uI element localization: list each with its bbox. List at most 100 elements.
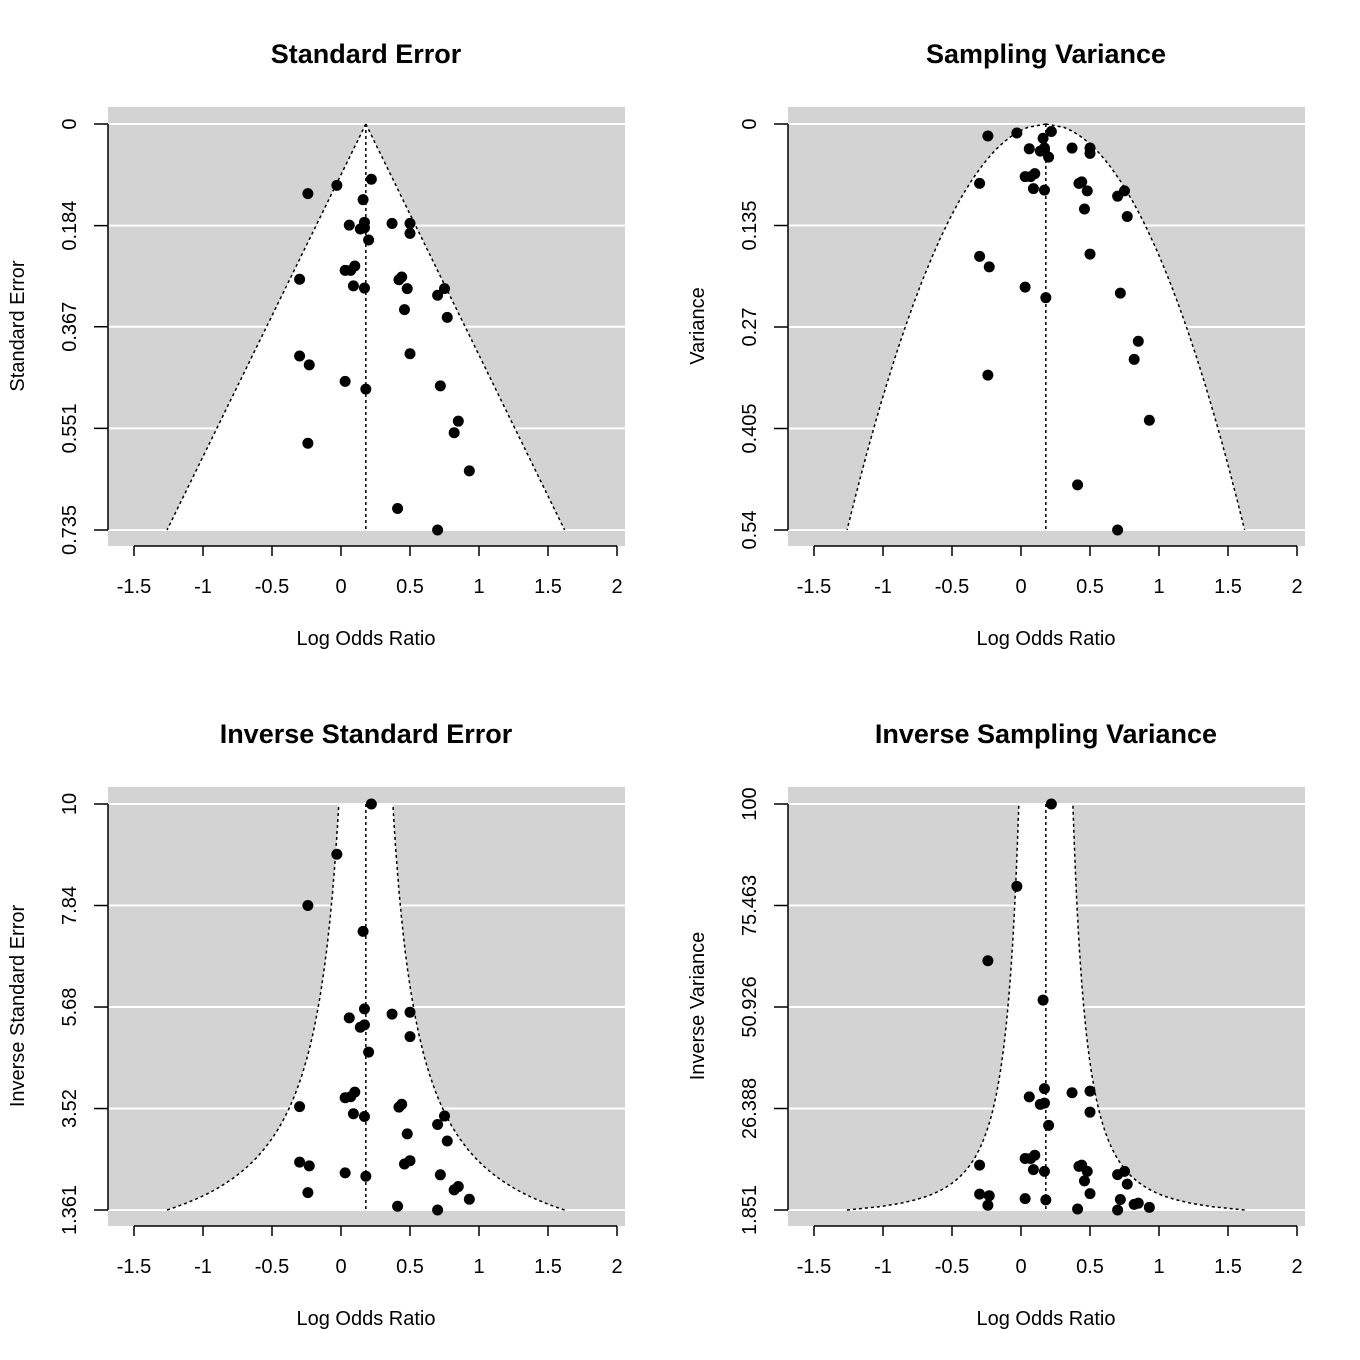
data-point bbox=[1128, 1198, 1140, 1210]
data-point bbox=[294, 1101, 306, 1113]
data-point bbox=[345, 264, 357, 276]
data-point bbox=[1072, 1203, 1084, 1215]
data-point bbox=[1078, 1175, 1090, 1187]
plot-area: -1.5 -1 -0.5 0 0.5 1 1.5 2 1.851 26.388 50.926 75.4… bbox=[739, 787, 1305, 1278]
x-axis-label: Log Odds Ratio bbox=[977, 628, 1116, 650]
data-point bbox=[294, 350, 306, 362]
data-point bbox=[982, 369, 994, 381]
data-point bbox=[441, 1135, 453, 1147]
data-point bbox=[345, 1091, 357, 1103]
data-point bbox=[1027, 183, 1039, 195]
data-point bbox=[392, 1200, 404, 1212]
data-point bbox=[1025, 1153, 1037, 1165]
x-tick-label: 0 bbox=[1015, 576, 1026, 598]
x-tick-label: 1.5 bbox=[534, 1256, 562, 1278]
data-point bbox=[974, 250, 986, 262]
data-point bbox=[448, 427, 460, 439]
y-tick-label: 5.68 bbox=[59, 988, 81, 1027]
data-point bbox=[1084, 1106, 1096, 1118]
data-point bbox=[302, 437, 314, 449]
data-point bbox=[393, 1101, 405, 1113]
data-point bbox=[1037, 132, 1049, 144]
x-tick-label: -1 bbox=[194, 576, 212, 598]
chart-title: Inverse Standard Error bbox=[220, 719, 513, 749]
data-point bbox=[1084, 147, 1096, 159]
data-point bbox=[1073, 1160, 1085, 1172]
data-point bbox=[1045, 126, 1057, 138]
x-axis-label: Log Odds Ratio bbox=[977, 1308, 1116, 1330]
y-tick-label: 0.135 bbox=[739, 200, 761, 250]
panel-inverse-standard-error: Inverse Standard Error Log Odds Ratio In… bbox=[7, 719, 625, 1330]
x-axis-label: Log Odds Ratio bbox=[297, 1308, 436, 1330]
x-tick-label: 1.5 bbox=[1214, 1256, 1242, 1278]
y-tick-label: 1.361 bbox=[59, 1185, 81, 1235]
data-point bbox=[983, 1190, 995, 1202]
x-tick-label: -1.5 bbox=[117, 576, 151, 598]
x-tick-label: 0.5 bbox=[396, 1256, 424, 1278]
data-point bbox=[1023, 143, 1035, 155]
plot-area: -1.5 -1 -0.5 0 0.5 1 1.5 2 0 0.184 0.367 0.551 0.735 bbox=[59, 107, 625, 598]
data-point bbox=[1128, 353, 1140, 365]
x-tick-label: 0 bbox=[1015, 1256, 1026, 1278]
chart-title: Inverse Sampling Variance bbox=[875, 719, 1217, 749]
data-point bbox=[1038, 184, 1050, 196]
x-tick-label: -1 bbox=[874, 1256, 892, 1278]
y-tick-label: 0.27 bbox=[739, 308, 761, 347]
data-point bbox=[1112, 524, 1124, 536]
x-tick-label: 0.5 bbox=[396, 576, 424, 598]
data-point bbox=[294, 273, 306, 285]
data-point bbox=[1066, 1087, 1078, 1099]
data-point bbox=[452, 415, 464, 427]
data-point bbox=[398, 304, 410, 316]
data-point bbox=[1038, 1165, 1050, 1177]
data-point bbox=[439, 283, 450, 295]
x-tick-label: 1 bbox=[473, 576, 484, 598]
data-point bbox=[1027, 1164, 1039, 1176]
data-point bbox=[357, 925, 369, 937]
y-tick-label: 75.463 bbox=[739, 875, 761, 936]
data-point bbox=[1084, 1188, 1096, 1200]
y-tick-label: 3.52 bbox=[59, 1089, 81, 1128]
data-point bbox=[360, 383, 372, 395]
data-point bbox=[1112, 190, 1124, 202]
data-point bbox=[1121, 210, 1133, 222]
y-axis-label: Inverse Variance bbox=[687, 932, 709, 1081]
data-point bbox=[434, 380, 446, 392]
data-point bbox=[1037, 994, 1049, 1006]
data-point bbox=[974, 1159, 986, 1171]
data-point bbox=[360, 1170, 372, 1182]
data-point bbox=[358, 282, 370, 294]
data-point bbox=[463, 465, 475, 477]
x-tick-label: 2 bbox=[1291, 576, 1302, 598]
x-tick-label: -1.5 bbox=[797, 576, 831, 598]
data-point bbox=[434, 1169, 446, 1181]
x-tick-label: -0.5 bbox=[935, 1256, 969, 1278]
x-tick-label: 2 bbox=[611, 576, 622, 598]
data-point bbox=[1073, 177, 1085, 189]
data-point bbox=[1023, 1091, 1035, 1103]
data-point bbox=[392, 502, 404, 514]
data-point bbox=[1019, 1193, 1031, 1205]
data-point bbox=[363, 234, 375, 246]
panel-standard-error: Standard Error Log Odds Ratio Standard E… bbox=[7, 39, 625, 650]
data-point bbox=[303, 359, 315, 371]
x-tick-label: 2 bbox=[1291, 1256, 1302, 1278]
data-point bbox=[1011, 127, 1023, 139]
data-point bbox=[294, 1156, 306, 1168]
data-point bbox=[404, 1006, 416, 1018]
x-tick-label: -1 bbox=[874, 576, 892, 598]
data-point bbox=[401, 283, 413, 295]
x-tick-label: -1 bbox=[194, 1256, 212, 1278]
data-point bbox=[339, 1167, 351, 1179]
funnel-left-edge bbox=[846, 123, 1046, 531]
data-point bbox=[982, 955, 994, 967]
data-point bbox=[1043, 1119, 1055, 1131]
data-point bbox=[974, 1188, 986, 1200]
data-point bbox=[1043, 151, 1055, 163]
x-tick-label: -1.5 bbox=[117, 1256, 151, 1278]
data-point bbox=[448, 1184, 460, 1196]
x-tick-label: 2 bbox=[611, 1256, 622, 1278]
x-tick-label: 0.5 bbox=[1076, 1256, 1104, 1278]
x-tick-label: 1.5 bbox=[534, 576, 562, 598]
y-axis-label: Variance bbox=[687, 287, 709, 364]
